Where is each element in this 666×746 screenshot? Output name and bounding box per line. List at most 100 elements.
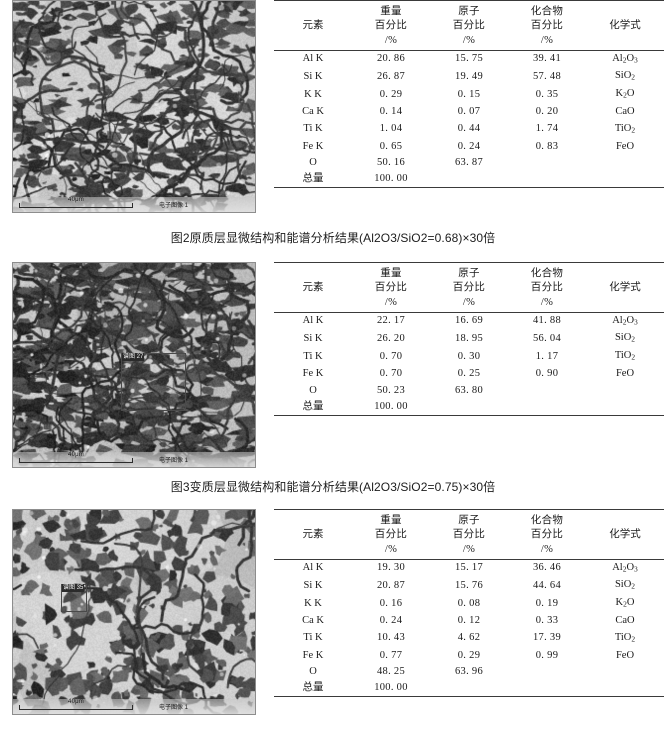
col-header-formula-label: 化学式 [609,282,641,293]
cell-element: Si K [303,580,323,592]
roi-selection-box[interactable]: 谱图 35 [61,584,87,612]
figure-block-2: 40μm 电子图像 1 重量 [0,0,666,246]
cell-element: O [309,384,317,396]
scale-bar-line [19,203,133,208]
col-header-compound-l1: 化合物 [530,267,564,279]
cell-formula: TiO2 [614,122,636,135]
scale-bar: 40μm [17,197,135,211]
cell-element: Al K [302,315,324,327]
col-header-compound-l3: /% [540,34,554,46]
table-header-row: 重量 元素 /% 重量 百分比 /% [274,5,664,49]
col-header-atomic-l3: /% [462,34,476,46]
cell-atomic-pct: 15. 17 [454,562,484,574]
col-header-element-label: 元素 [302,529,324,540]
cell-compound-pct [508,680,586,697]
col-header-atomic: 原子 百分比 /% [430,267,508,311]
table-head: 重量 元素 /% 重量 百分比 /% [274,262,664,313]
cell-formula: SiO2 [614,579,636,592]
cell-element: Si K [303,333,323,345]
sem-infobar: 40μm 电子图像 1 [13,197,255,212]
cell-weight-pct: 0. 70 [379,351,403,363]
cell-element: K K [304,89,322,101]
cell-element: O [309,156,317,168]
table-header-row: 重量 元素 /% 重量 百分比 /% [274,267,664,311]
sem-micrograph-2: 40μm 电子图像 1 [12,0,256,213]
cell-element: Al K [302,562,324,574]
scale-bar-line [19,705,133,710]
sem-image-canvas [13,263,255,467]
col-header-atomic-l2: 百分比 [452,20,486,31]
cell-element: 总量 [302,173,324,185]
figure-caption-2: 图2原质层显微结构和能谱分析结果(Al2O3/SiO2=0.68)×30倍 [170,231,496,245]
table-body: Al K 22. 17 16. 69 41. 88 Al2O3 Si K 26. 20 18.… [274,312,664,419]
cell-atomic-pct: 0. 12 [457,615,481,627]
cell-formula: FeO [615,140,635,152]
col-header-compound-l2: 百分比 [530,529,564,540]
cell-compound-pct: 36. 46 [532,562,562,574]
cell-atomic-pct [430,680,508,697]
cell-element: Al K [302,53,324,65]
cell-compound-pct [508,171,586,188]
cell-formula [586,664,664,680]
table-row: Ti K 1. 04 0. 44 1. 74 TiO2 [274,121,664,139]
cell-atomic-pct [430,171,508,188]
cell-compound-pct: 1. 17 [535,351,559,363]
table-row: 总量 100. 00 [274,399,664,416]
table-header-rule [274,310,664,313]
figure-caption-3: 图3变质层显微结构和能谱分析结果(Al2O3/SiO2=0.75)×30倍 [170,480,496,494]
cell-compound-pct: 17. 39 [532,632,562,644]
roi-selection-box[interactable]: 谱图 27 [121,353,186,411]
table-row: O 50. 23 63. 80 [274,383,664,399]
col-header-element-label: 元素 [302,20,324,31]
col-header-formula: 化合物 化学式 /% [586,5,664,49]
cell-weight-pct: 100. 00 [374,400,408,412]
cell-compound-pct: 0. 19 [535,598,559,610]
cell-element: Ti K [303,632,323,644]
table-row: Ca K 0. 14 0. 07 0. 20 CaO [274,104,664,120]
detector-label: 电子图像 1 [159,705,189,711]
col-header-weight: 重量 百分比 /% [352,5,430,49]
table-top-rule [274,262,664,267]
cell-compound-pct: 0. 35 [535,89,559,101]
cell-weight-pct: 26. 20 [376,333,406,345]
cell-weight-pct: 20. 87 [376,580,406,592]
cell-compound-pct: 56. 04 [532,333,562,345]
col-header-weight-l1: 重量 [380,5,402,17]
col-header-weight-l3: /% [384,34,398,46]
table-row: 总量 100. 00 [274,680,664,697]
table-head: 重量 元素 /% 重量 百分比 /% [274,509,664,560]
cell-weight-pct: 20. 86 [376,53,406,65]
sem-image-canvas [13,510,255,714]
cell-atomic-pct: 0. 30 [457,351,481,363]
cell-formula [586,383,664,399]
table-body: Al K 19. 30 15. 17 36. 46 Al2O3 Si K 20. 87 15.… [274,559,664,700]
detector-label: 电子图像 1 [159,458,189,464]
table-body: Al K 20. 86 15. 75 39. 41 Al2O3 Si K 26. 87 19.… [274,50,664,191]
cell-atomic-pct: 18. 95 [454,333,484,345]
col-header-compound-l1: 化合物 [530,5,564,17]
col-header-atomic-l1: 原子 [458,514,480,526]
table-row: Al K 20. 86 15. 75 39. 41 Al2O3 [274,50,664,68]
cell-weight-pct: 0. 16 [379,598,403,610]
scale-bar-label: 40μm [68,699,84,705]
cell-formula: K2O [615,597,635,610]
cell-formula: K2O [615,88,635,101]
cell-formula: CaO [615,615,635,627]
cell-formula: CaO [615,106,635,118]
cell-weight-pct: 0. 70 [379,368,403,380]
cell-weight-pct: 48. 25 [376,665,406,677]
roi-label: 谱图 35 [62,584,85,592]
cell-atomic-pct: 16. 69 [454,315,484,327]
cell-formula: Al2O3 [612,561,638,574]
cell-weight-pct: 0. 14 [379,106,403,118]
cell-weight-pct: 0. 65 [379,140,403,152]
cell-compound-pct: 0. 33 [535,615,559,627]
cell-weight-pct: 26. 87 [376,71,406,83]
sem-micrograph-3: 谱图 27 40μm 电子图像 1 [12,262,256,468]
cell-weight-pct: 100. 00 [374,682,408,694]
table-row: Si K 20. 87 15. 76 44. 64 SiO2 [274,577,664,595]
cell-formula: FeO [615,368,635,380]
col-header-compound-l2: 百分比 [530,282,564,293]
cell-weight-pct: 22. 17 [376,315,406,327]
eds-table-4: 重量 元素 /% 重量 百分比 /% [274,509,664,700]
